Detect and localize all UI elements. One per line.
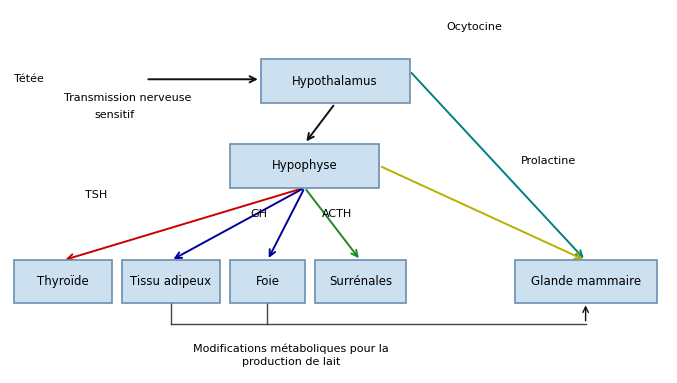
Text: Foie: Foie	[255, 275, 280, 288]
Text: Hypothalamus: Hypothalamus	[292, 75, 378, 88]
FancyBboxPatch shape	[230, 260, 305, 303]
FancyBboxPatch shape	[315, 260, 406, 303]
Text: Modifications métaboliques pour la: Modifications métaboliques pour la	[193, 343, 389, 354]
FancyBboxPatch shape	[230, 144, 379, 188]
Text: TSH: TSH	[85, 190, 107, 200]
FancyBboxPatch shape	[261, 59, 410, 103]
Text: Surrénales: Surrénales	[329, 275, 392, 288]
Text: Hypophyse: Hypophyse	[271, 159, 338, 172]
Text: GH: GH	[250, 210, 267, 219]
FancyBboxPatch shape	[515, 260, 657, 303]
Text: Prolactine: Prolactine	[521, 156, 577, 166]
Text: production de lait: production de lait	[242, 357, 341, 367]
Text: Ocytocine: Ocytocine	[447, 22, 503, 32]
FancyBboxPatch shape	[14, 260, 112, 303]
Text: Glande mammaire: Glande mammaire	[531, 275, 640, 288]
FancyBboxPatch shape	[122, 260, 220, 303]
Text: Transmission nerveuse: Transmission nerveuse	[64, 93, 192, 103]
Text: Thyroïde: Thyroïde	[37, 275, 89, 288]
Text: Tétée: Tétée	[14, 74, 43, 84]
Text: sensitif: sensitif	[95, 110, 135, 120]
Text: Tissu adipeux: Tissu adipeux	[131, 275, 211, 288]
Text: ACTH: ACTH	[322, 210, 352, 219]
